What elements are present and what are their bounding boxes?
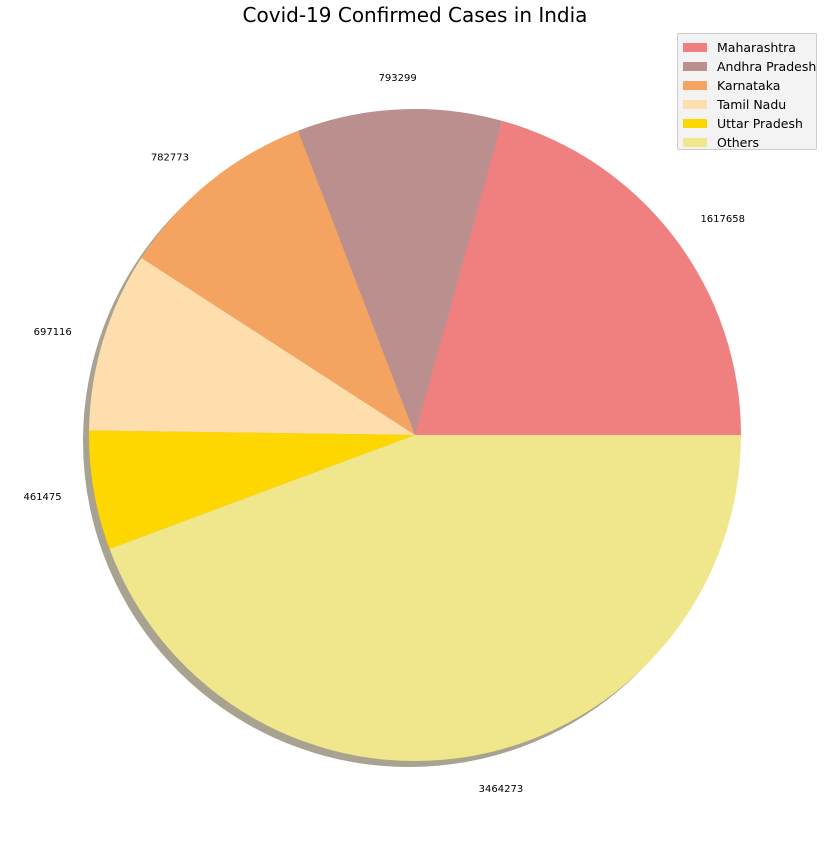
legend-item-karnataka: Karnataka: [682, 76, 816, 95]
legend-item-maharashtra: Maharashtra: [682, 38, 816, 57]
pie-slice-karnataka: [141, 130, 416, 435]
slice-label-andhra-pradesh: 793299: [379, 73, 417, 84]
chart-title: Covid-19 Confirmed Cases in India: [243, 3, 588, 27]
legend-label: Uttar Pradesh: [717, 116, 803, 131]
legend-label: Others: [717, 135, 760, 150]
slice-label-karnataka: 782773: [151, 153, 189, 164]
pie-slice-others: [109, 435, 742, 762]
legend-item-tamil-nadu: Tamil Nadu: [682, 95, 816, 114]
legend-label: Maharashtra: [717, 40, 796, 55]
slice-label-others: 3464273: [479, 784, 524, 795]
legend-label: Andhra Pradesh: [717, 59, 817, 74]
legend-label: Tamil Nadu: [717, 97, 787, 112]
legend-swatch: [683, 62, 707, 71]
pie-slice-uttar-pradesh: [89, 430, 415, 549]
pie-slice-andhra-pradesh: [297, 109, 503, 436]
slice-label-tamil-nadu: 697116: [34, 327, 72, 338]
legend-item-uttar-pradesh: Uttar Pradesh: [682, 114, 816, 133]
legend-swatch: [683, 100, 707, 109]
legend-swatch: [683, 138, 707, 147]
legend-label: Karnataka: [717, 78, 781, 93]
legend: Maharashtra Andhra Pradesh Karnataka Tamil …: [677, 33, 817, 150]
pie-slice-maharashtra: [415, 120, 741, 435]
legend-item-andhra-pradesh: Andhra Pradesh: [682, 57, 816, 76]
legend-item-others: Others: [682, 133, 816, 152]
pie-slices: [89, 109, 742, 762]
slice-label-uttar-pradesh: 461475: [23, 492, 61, 503]
slice-labels: 1617658 793299 782773 697116 461475 3464273: [23, 73, 745, 795]
pie-slice-tamil-nadu: [89, 257, 415, 435]
slice-label-maharashtra: 1617658: [700, 214, 745, 225]
legend-swatch: [683, 81, 707, 90]
legend-swatch: [683, 43, 707, 52]
legend-swatch: [683, 119, 707, 128]
